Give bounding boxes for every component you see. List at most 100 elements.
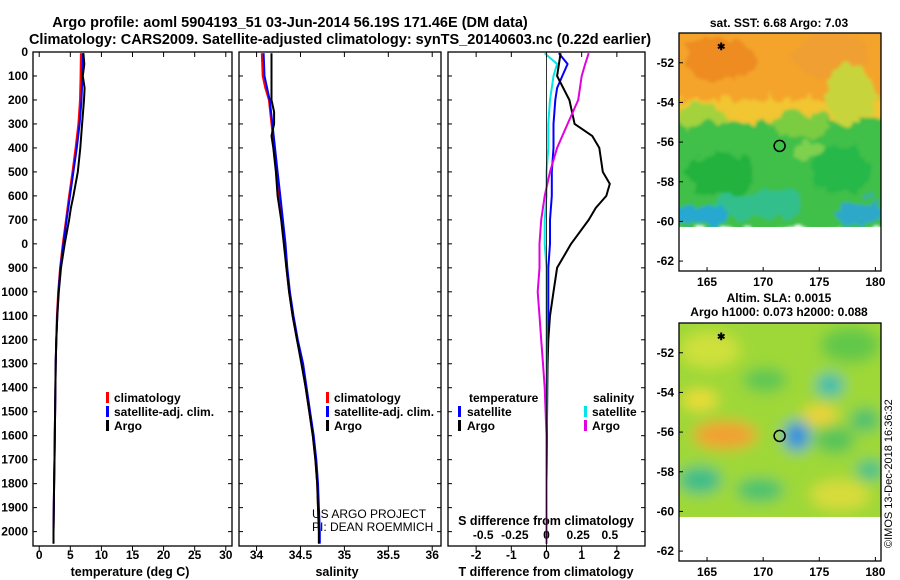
- legend-label-s-argo: Argo: [592, 419, 620, 433]
- depth-tick-label: 600: [8, 189, 28, 203]
- map-xtick-label: 175: [809, 275, 829, 289]
- xtick-label: 30: [219, 548, 233, 562]
- depth-tick-label: 1000: [1, 285, 28, 299]
- temperature-legend: climatology satellite-adj. clim. Argo: [106, 391, 214, 433]
- map-ytick-label: -52: [657, 56, 675, 70]
- sla-map-yticks: -52 -54 -56 -58 -60 -62: [657, 346, 683, 558]
- depth-tick-label: 700: [8, 213, 28, 227]
- xtick-label: 34.5: [289, 548, 313, 562]
- legend-swatch-climatology: [106, 392, 109, 403]
- difference-panel: T difference from climatology S differen…: [447, 51, 646, 579]
- map-xtick-label: 170: [753, 275, 773, 289]
- depth-tick-label: 1500: [1, 405, 28, 419]
- xtick-label: 35: [338, 548, 352, 562]
- sst-map-image: [679, 33, 881, 227]
- figure-title-line2: Climatology: CARS2009. Satellite-adjuste…: [29, 32, 651, 48]
- xtick-label: -1: [506, 548, 517, 562]
- depth-tick-label: 100: [8, 69, 28, 83]
- sla-profile-location-marker: [773, 429, 786, 443]
- depth-tick-label: 1100: [2, 309, 28, 323]
- xtick2-label: -0.25: [501, 528, 529, 542]
- temperature-series: [52, 53, 86, 544]
- sst-map-xticks: 165 170 175 180: [697, 267, 886, 289]
- legend-label-satellite: satellite-adj. clim.: [114, 405, 214, 419]
- map-xtick-label: 165: [697, 275, 717, 289]
- legend-label-climatology: climatology: [114, 391, 181, 405]
- temperature-plot-frame: [32, 51, 233, 547]
- map-ytick-label: -56: [657, 425, 675, 439]
- xtick-label: 5: [67, 548, 74, 562]
- xtick2-label: 0.5: [601, 528, 618, 542]
- figure-title-line1: Argo profile: aoml 5904193_51 03-Jun-201…: [52, 15, 528, 31]
- difference-series: [536, 52, 611, 544]
- legend-label-t-satellite: satellite: [467, 405, 512, 419]
- legend-swatch-argo: [106, 420, 109, 431]
- salinity-legend: climatology satellite-adj. clim. Argo: [326, 391, 434, 433]
- legend-label-s-satellite: satellite: [592, 405, 637, 419]
- xtick-label: 34: [250, 548, 264, 562]
- map-ytick-label: -62: [657, 544, 675, 558]
- salinity-series: [260, 53, 321, 544]
- series-line-argo: [52, 53, 86, 544]
- salinity-xlabel: salinity: [315, 565, 358, 579]
- legend-title-temperature: temperature: [469, 391, 539, 405]
- series-line-s-argo: [536, 52, 590, 544]
- map-xtick-label: 170: [753, 565, 773, 579]
- difference-xlabel: T difference from climatology: [458, 565, 633, 579]
- xtick-label: 36: [426, 548, 440, 562]
- temperature-panel: temperature (deg C) 0 5 10 15 20 25 30 0 100 200…: [1, 45, 232, 579]
- salinity-xticks: 34 34.5 35 35.5 36: [250, 52, 439, 562]
- xtick-label: 10: [95, 548, 109, 562]
- map-ytick-label: -60: [657, 214, 675, 228]
- xtick-label: 1: [578, 548, 585, 562]
- legend-swatch-climatology: [326, 392, 329, 403]
- legend-swatch-s-satellite: [584, 406, 587, 417]
- xtick-label: -2: [471, 548, 482, 562]
- depth-tick-label: 1800: [1, 477, 28, 491]
- depth-tick-label: 400: [8, 141, 28, 155]
- map-ytick-label: -58: [657, 175, 675, 189]
- legend-swatch-s-argo: [584, 420, 587, 431]
- series-line-satellite-adj-clim-: [262, 53, 321, 544]
- xtick-label: 35.5: [377, 548, 401, 562]
- legend-label-climatology: climatology: [334, 391, 401, 405]
- map-ytick-label: -62: [657, 254, 675, 268]
- sla-map-xticks: 165 170 175 180: [697, 557, 886, 579]
- temperature-xticks: 0 5 10 15 20 25 30: [36, 52, 233, 562]
- legend-swatch-satellite: [326, 406, 329, 417]
- xtick-label: 2: [614, 548, 621, 562]
- watermark-timestamp: ©IMOS 13-Dec-2018 16:36:32: [883, 399, 895, 548]
- credit-line1: US ARGO PROJECT: [312, 507, 427, 521]
- legend-swatch-t-argo: [458, 420, 461, 431]
- sst-map-frame: [678, 32, 882, 272]
- difference-legend-salinity: salinity satellite Argo: [584, 391, 637, 433]
- depth-tick-label: 1300: [1, 357, 28, 371]
- sst-map-panel: sat. SST: 6.68 Argo: 7.03 ✱ 165 1: [657, 16, 886, 289]
- depth-tick-label: 300: [8, 117, 28, 131]
- xtick-label: 15: [126, 548, 140, 562]
- legend-label-satellite: satellite-adj. clim.: [334, 405, 434, 419]
- legend-label-t-argo: Argo: [467, 419, 495, 433]
- depth-tick-label: 200: [8, 93, 28, 107]
- series-line-argo: [270, 53, 320, 544]
- xtick2-label: -0.5: [473, 528, 494, 542]
- series-line-t-satellite: [545, 52, 569, 544]
- depth-tick-label: 1200: [1, 333, 28, 347]
- xtick2-label: 0.25: [566, 528, 590, 542]
- map-xtick-label: 165: [697, 565, 717, 579]
- depth-tick-label: 1400: [1, 381, 28, 395]
- map-ytick-label: -58: [657, 465, 675, 479]
- depth-axis-ticks: 0 100 200 300 400 500 600 700 0 900 1000 1100 1200 13…: [1, 45, 28, 539]
- depth-tick-label: 1700: [1, 453, 28, 467]
- depth-tick-label: 900: [8, 261, 28, 275]
- sla-map-image: [679, 323, 881, 517]
- salinity-plot-frame: [238, 51, 442, 547]
- sla-map-symbol: ✱: [717, 332, 726, 343]
- map-ytick-label: -54: [657, 385, 675, 399]
- xtick-label: 25: [188, 548, 202, 562]
- xtick-label: 0: [543, 548, 550, 562]
- map-ytick-label: -56: [657, 135, 675, 149]
- depth-tick-label: 2000: [1, 525, 28, 539]
- difference-xticks-salinity: -0.5 -0.25 0 0.25 0.5: [473, 528, 619, 542]
